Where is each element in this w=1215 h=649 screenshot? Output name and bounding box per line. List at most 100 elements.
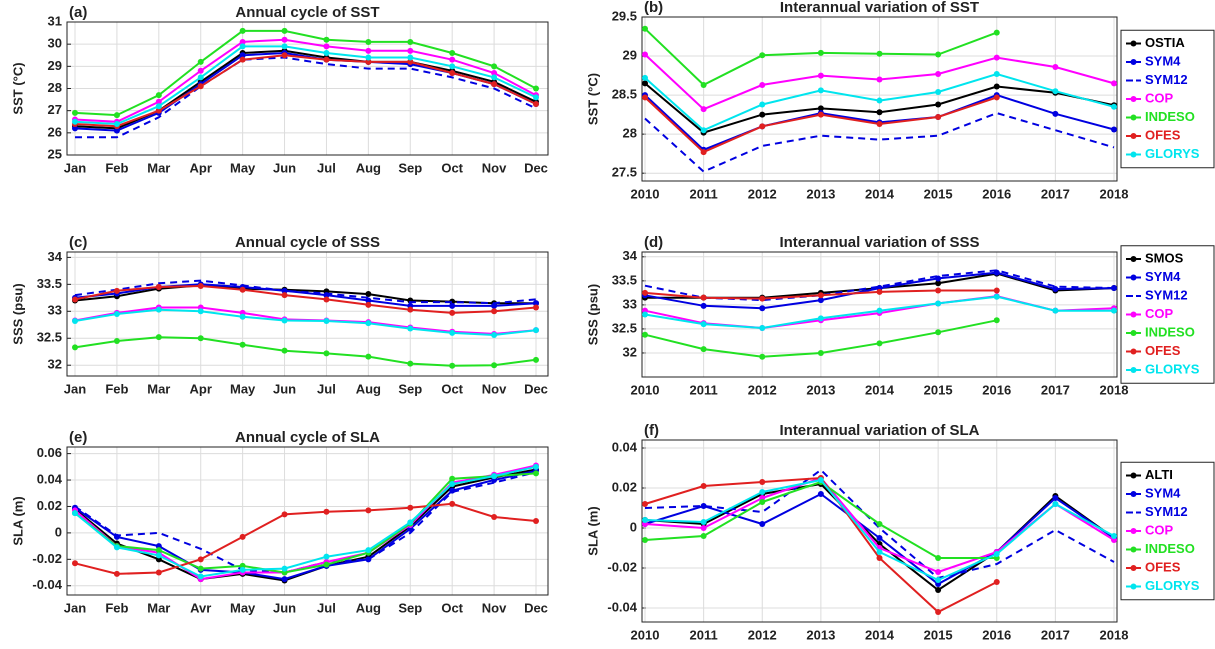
series-line <box>74 469 537 581</box>
point <box>993 83 1000 90</box>
point <box>993 551 1000 557</box>
point <box>935 577 942 583</box>
point <box>281 317 288 324</box>
point <box>239 27 246 34</box>
point <box>935 609 942 615</box>
y-tick-label: 33.5 <box>37 276 62 291</box>
point <box>72 118 78 125</box>
point <box>113 544 120 551</box>
legend-label: SYM12 <box>1145 72 1188 87</box>
chart-title: Annual cycle of SSS <box>235 234 380 251</box>
point <box>876 109 883 116</box>
point <box>700 346 707 353</box>
point <box>449 475 456 482</box>
legend-marker <box>1130 274 1137 281</box>
point <box>407 58 414 65</box>
x-tick-label: 2016 <box>982 186 1011 201</box>
point <box>642 289 648 296</box>
panel-label: (e) <box>69 429 87 446</box>
point <box>72 109 78 116</box>
x-tick-label: Oct <box>441 600 463 615</box>
point <box>700 525 707 531</box>
series-line <box>74 336 537 367</box>
point <box>759 324 766 331</box>
point <box>533 304 539 311</box>
point <box>449 50 456 57</box>
x-tick-label: Jan <box>64 160 86 175</box>
point <box>533 85 539 92</box>
point <box>817 72 824 79</box>
point <box>155 552 162 559</box>
point <box>642 94 648 101</box>
y-axis-label: SLA (m) <box>10 496 25 545</box>
point <box>876 97 883 104</box>
point <box>155 569 162 576</box>
point <box>365 291 372 298</box>
point <box>935 569 942 575</box>
point <box>239 38 246 45</box>
point <box>817 87 824 94</box>
chart-title: Annual cycle of SST <box>235 4 379 21</box>
series-line <box>74 29 537 117</box>
point <box>1111 103 1117 110</box>
legend-label: SMOS <box>1145 250 1184 265</box>
x-tick-label: Oct <box>441 160 463 175</box>
point <box>993 29 1000 36</box>
x-tick-label: Jul <box>317 600 336 615</box>
point <box>935 287 942 294</box>
point <box>1111 126 1117 133</box>
x-tick-label: 2010 <box>631 382 660 397</box>
y-tick-label: 34 <box>623 248 638 263</box>
point <box>323 56 330 63</box>
y-axis-label: SSS (psu) <box>585 284 600 345</box>
x-tick-label: Jan <box>64 600 86 615</box>
point <box>759 101 766 108</box>
y-tick-label: 0.04 <box>612 439 638 454</box>
point <box>239 341 246 348</box>
point <box>700 149 707 156</box>
point <box>407 47 414 54</box>
legend-label: OFES <box>1145 127 1181 142</box>
chart-title: Interannual variation of SSS <box>779 234 979 251</box>
x-tick-label: Jun <box>273 160 296 175</box>
point <box>759 353 766 360</box>
point <box>323 36 330 43</box>
x-tick-label: 2018 <box>1100 186 1129 201</box>
point <box>365 38 372 45</box>
x-tick-label: Apr <box>190 160 212 175</box>
series-line <box>74 472 537 574</box>
legend-marker <box>1130 40 1137 47</box>
series-line <box>74 502 537 575</box>
point <box>239 313 246 320</box>
x-tick-label: Apr <box>190 381 212 396</box>
legend-marker <box>1130 348 1137 355</box>
y-tick-label: 33.5 <box>612 272 637 287</box>
point <box>365 297 372 304</box>
point <box>323 508 330 515</box>
x-tick-label: 2017 <box>1041 627 1070 642</box>
x-tick-label: 2015 <box>924 627 953 642</box>
point <box>449 481 456 487</box>
point <box>876 521 883 527</box>
point <box>323 318 330 325</box>
point <box>759 295 766 302</box>
x-tick-label: Mar <box>147 381 170 396</box>
point <box>759 499 766 505</box>
y-tick-label: 0.02 <box>612 479 637 494</box>
x-tick-label: May <box>230 381 256 396</box>
legend-label: OSTIA <box>1145 35 1185 50</box>
point <box>935 101 942 108</box>
point <box>323 561 330 568</box>
point <box>993 287 1000 294</box>
point <box>491 362 498 369</box>
point <box>449 302 456 309</box>
panel: -0.04 -0.02 0 0.02 0.04 2010 2011 2012 2013 2014 2… <box>585 422 1215 642</box>
point <box>197 282 204 289</box>
point <box>155 306 162 313</box>
y-tick-label: 33 <box>623 296 637 311</box>
point <box>365 320 372 327</box>
panel-label: (b) <box>644 0 663 16</box>
point <box>491 308 498 315</box>
point <box>491 69 498 76</box>
point <box>197 565 204 572</box>
